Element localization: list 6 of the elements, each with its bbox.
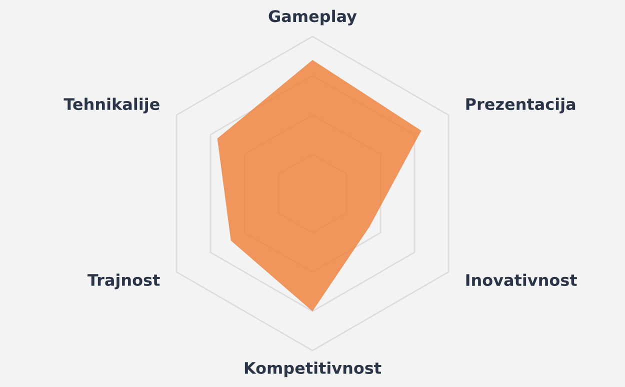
- spoke-label: Kompetitivnost: [244, 362, 382, 378]
- spoke-label: Gameplay: [268, 10, 357, 26]
- spoke-label: Trajnost: [88, 274, 160, 290]
- spoke-label: Tehnikalije: [64, 98, 160, 114]
- spoke-label: Prezentacija: [466, 98, 576, 114]
- spoke-label: Inovativnost: [466, 274, 577, 286]
